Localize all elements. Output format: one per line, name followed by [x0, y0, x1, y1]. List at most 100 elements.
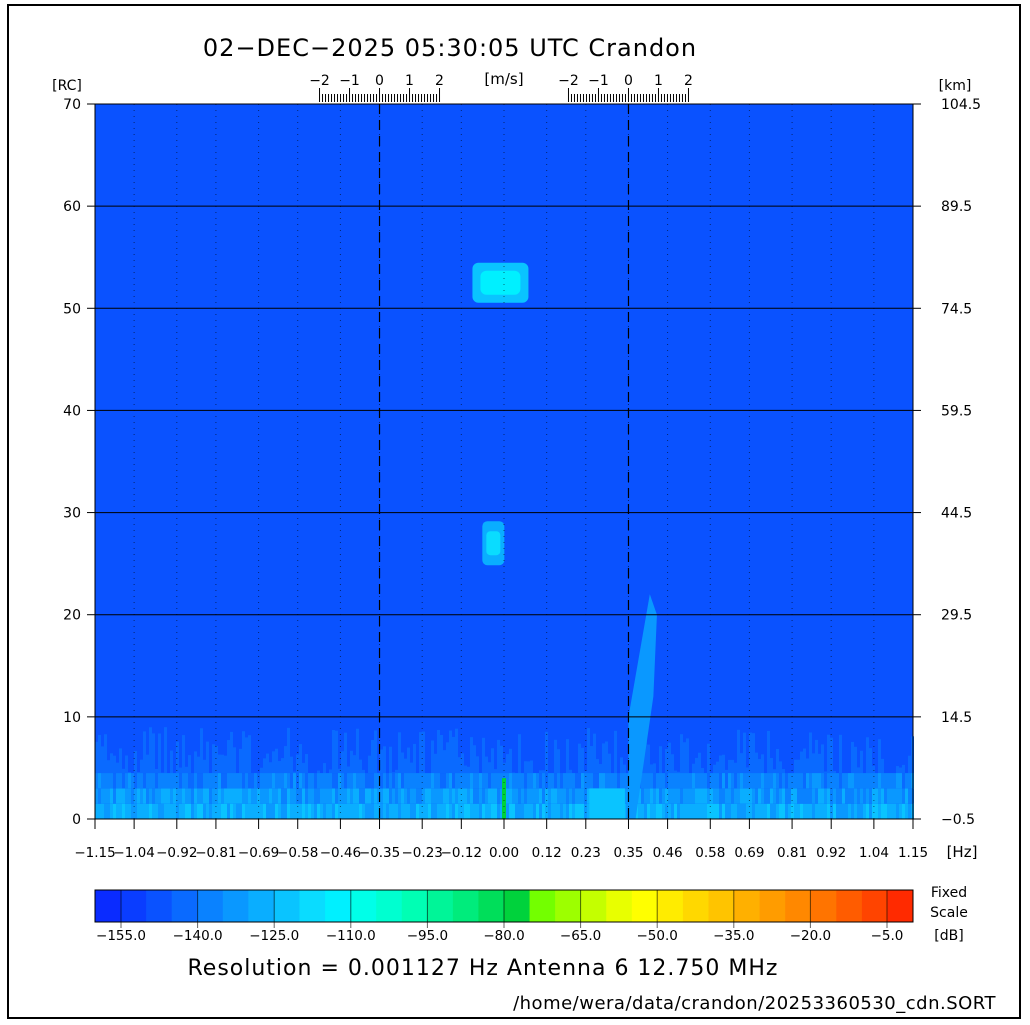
x-unit-label: [Hz]: [947, 843, 978, 861]
clutter-cell: [839, 788, 842, 804]
clutter-cell: [734, 788, 737, 804]
clutter-cell: [482, 803, 485, 819]
clutter-cell: [296, 803, 299, 819]
clutter-cell: [203, 788, 206, 804]
clutter-cell: [863, 734, 866, 774]
clutter-cell: [860, 750, 863, 774]
clutter-cell: [275, 748, 278, 774]
clutter-cell: [764, 733, 767, 774]
clutter-cell: [893, 803, 896, 819]
clutter-cell: [470, 737, 473, 774]
clutter-cell: [482, 788, 485, 804]
clutter-cell: [563, 773, 566, 789]
clutter-cell: [383, 788, 386, 804]
clutter-cell: [290, 803, 293, 819]
clutter-cell: [575, 803, 578, 819]
colorbar-label: −140.0: [173, 928, 223, 944]
clutter-cell: [851, 803, 854, 819]
clutter-cell: [806, 803, 809, 819]
clutter-cell: [350, 788, 353, 804]
velocity-unit-label: [m/s]: [484, 70, 523, 88]
clutter-cell: [419, 803, 422, 819]
clutter-cell: [560, 773, 563, 789]
clutter-cell: [680, 788, 683, 804]
clutter-cell: [740, 788, 743, 804]
clutter-cell: [467, 773, 470, 789]
clutter-cell: [812, 753, 815, 774]
clutter-cell: [407, 773, 410, 789]
clutter-cell: [446, 803, 449, 819]
clutter-cell: [557, 749, 560, 774]
clutter-cell: [104, 734, 107, 774]
clutter-cell: [215, 788, 218, 804]
clutter-cell: [659, 788, 662, 804]
clutter-cell: [119, 788, 122, 804]
clutter-cell: [323, 803, 326, 819]
clutter-cell: [662, 788, 665, 804]
clutter-cell: [281, 773, 284, 789]
clutter-cell: [278, 773, 281, 789]
clutter-cell: [197, 773, 200, 789]
clutter-cell: [149, 788, 152, 804]
clutter-cell: [356, 773, 359, 789]
clutter-cell: [449, 803, 452, 819]
clutter-cell: [164, 803, 167, 819]
clutter-cell: [359, 759, 362, 774]
clutter-cell: [515, 803, 518, 819]
clutter-cell: [575, 773, 578, 789]
colorbar-note-scale: Scale: [930, 905, 968, 921]
clutter-cell: [596, 773, 599, 789]
clutter-cell: [131, 788, 134, 804]
clutter-cell: [341, 751, 344, 774]
clutter-cell: [695, 773, 698, 789]
clutter-cell: [353, 773, 356, 789]
clutter-cell: [893, 788, 896, 804]
clutter-cell: [233, 747, 236, 774]
clutter-cell: [554, 739, 557, 774]
clutter-cell: [872, 773, 875, 789]
clutter-cell: [140, 773, 143, 789]
clutter-cell: [713, 803, 716, 819]
clutter-cell: [767, 773, 770, 789]
clutter-cell: [311, 788, 314, 804]
clutter-cell: [299, 773, 302, 789]
clutter-cell: [107, 803, 110, 819]
clutter-cell: [296, 773, 299, 789]
clutter-cell: [320, 788, 323, 804]
clutter-cell: [581, 747, 584, 774]
clutter-cell: [908, 773, 911, 789]
clutter-cell: [248, 788, 251, 804]
clutter-cell: [719, 803, 722, 819]
clutter-cell: [221, 754, 224, 774]
clutter-cell: [752, 733, 755, 774]
clutter-cell: [464, 788, 467, 804]
clutter-cell: [509, 788, 512, 804]
clutter-cell: [764, 773, 767, 789]
clutter-cell: [236, 742, 239, 774]
clutter-cell: [746, 803, 749, 819]
clutter-cell: [785, 803, 788, 819]
clutter-cell: [560, 768, 563, 774]
colorbar-segment: [759, 890, 786, 922]
y-left-tick-label: 0: [72, 812, 81, 828]
clutter-cell: [155, 773, 158, 789]
clutter-cell: [254, 758, 257, 774]
clutter-cell: [842, 803, 845, 819]
clutter-cell: [779, 803, 782, 819]
clutter-cell: [131, 759, 134, 774]
clutter-cell: [395, 803, 398, 819]
clutter-cell: [368, 803, 371, 819]
clutter-cell: [422, 788, 425, 804]
clutter-cell: [416, 803, 419, 819]
clutter-cell: [551, 770, 554, 774]
clutter-cell: [851, 788, 854, 804]
clutter-cell: [767, 788, 770, 804]
clutter-cell: [113, 755, 116, 774]
clutter-cell: [140, 759, 143, 774]
clutter-cell: [206, 773, 209, 789]
clutter-cell: [362, 803, 365, 819]
clutter-cell: [848, 803, 851, 819]
clutter-cell: [551, 803, 554, 819]
clutter-cell: [323, 788, 326, 804]
clutter-cell: [686, 788, 689, 804]
